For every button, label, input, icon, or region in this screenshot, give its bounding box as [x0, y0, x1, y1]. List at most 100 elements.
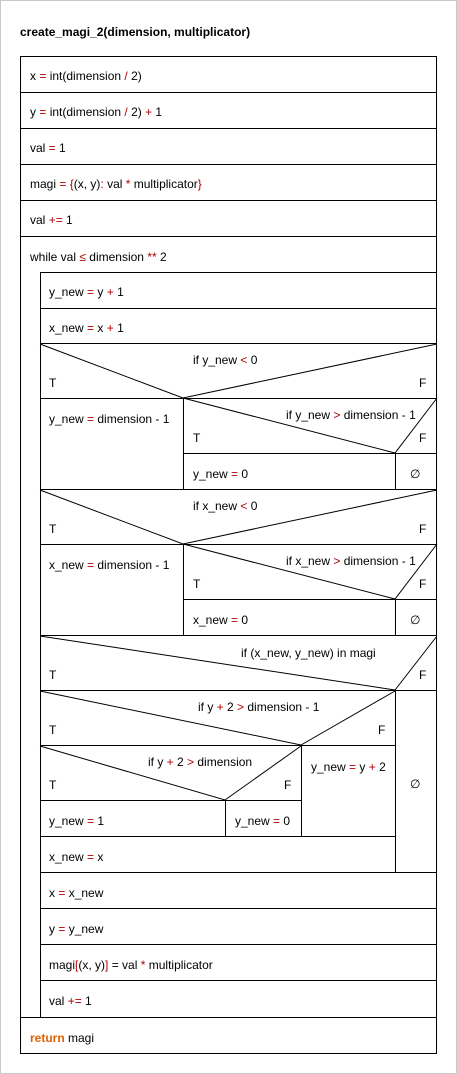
code-token: 1 [62, 213, 73, 227]
operator-token: * [125, 177, 131, 191]
code-token: int(dimension [49, 105, 125, 119]
true-label: T [193, 577, 201, 591]
operator-token: = [45, 141, 60, 155]
code-token: y [49, 922, 55, 936]
code-token: dimension [194, 755, 253, 769]
code-token: x [30, 69, 36, 83]
code-token: y [359, 760, 369, 774]
operator-token: + [106, 285, 114, 299]
operator-token: > [237, 700, 245, 714]
empty-branch-symbol: ∅ [410, 613, 421, 627]
operator-token: * [140, 958, 146, 972]
code-token: int(dimension [49, 69, 125, 83]
code-token: 2) [127, 69, 142, 83]
code-token: y_new [68, 922, 104, 936]
code-token: multiplicator [130, 177, 198, 191]
operator-token: : [100, 177, 104, 191]
code-token: val [30, 141, 46, 155]
true-label: T [49, 723, 57, 737]
code-token: 0 [283, 814, 291, 828]
true-label: T [49, 522, 57, 536]
code-token: 2 [375, 760, 386, 774]
code-token: 0 [241, 613, 249, 627]
code-token: dimension - 1 [340, 408, 416, 422]
operator-token: { [69, 177, 74, 191]
code-token: 0 [247, 353, 258, 367]
operator-token: } [197, 177, 202, 191]
function-title: create_magi_2(dimension, multiplicator) [20, 25, 251, 39]
true-label: T [49, 668, 57, 682]
stmt-y-new-dim: y_new = dimension - 1 [49, 412, 169, 426]
code-token: 1 [81, 994, 92, 1008]
code-token: if x_new [193, 499, 241, 513]
code-token: y [97, 285, 107, 299]
operator-token: = [83, 850, 98, 864]
code-token: (x, y) [78, 958, 106, 972]
code-token: x_new [49, 321, 84, 335]
stmt-y-new-calc: y_new = y + 1 [49, 285, 124, 299]
code-token: 2 [223, 700, 238, 714]
stmt-val-increment-2: val += 1 [49, 994, 92, 1008]
stmt-magi-assign: magi[(x, y)] = val * multiplicator [49, 958, 213, 972]
code-token: y_new [49, 814, 84, 828]
empty-branch-symbol: ∅ [410, 467, 421, 481]
code-token: (x, y) [73, 177, 101, 191]
operator-token: > [333, 554, 341, 568]
operator-token: > [187, 755, 195, 769]
operator-token: + [166, 755, 174, 769]
false-label: F [284, 778, 292, 792]
code-token: magi [64, 1031, 95, 1045]
operator-token: / [124, 105, 128, 119]
stmt-y-new-one: y_new = 1 [49, 814, 104, 828]
operator-token: += [67, 994, 82, 1008]
operator-token: ≤ [79, 250, 86, 264]
condition-y-plus-2-gt-dim-1: if y + 2 > dimension - 1 [198, 700, 319, 714]
condition-diagonal [182, 543, 438, 600]
code-token: y [30, 105, 36, 119]
code-token: dimension - 1 [244, 700, 320, 714]
code-token: 0 [247, 499, 258, 513]
operator-token: + [216, 700, 224, 714]
stmt-y-new-zero: y_new = 0 [193, 467, 248, 481]
operator-token: < [240, 499, 248, 513]
code-token: if x_new [286, 554, 334, 568]
condition-y-new-gt-dim: if y_new > dimension - 1 [286, 408, 416, 422]
code-token: y_new [311, 760, 346, 774]
code-token: dimension - 1 [97, 558, 170, 572]
operator-token: + [106, 321, 114, 335]
operator-token: [ [75, 958, 79, 972]
operator-token: = [56, 177, 70, 191]
stmt-y-init: y = int(dimension / 2) + 1 [30, 105, 162, 119]
stmt-y-new-y-plus-2: y_new = y + 2 [311, 760, 386, 774]
operator-token: = [227, 467, 242, 481]
condition-x-new-gt-dim: if x_new > dimension - 1 [286, 554, 416, 568]
stmt-x-init: x = int(dimension / 2) [30, 69, 142, 83]
operator-token: = [55, 886, 69, 900]
true-label: T [49, 376, 57, 390]
code-token: = val [108, 958, 141, 972]
condition-diagonal [39, 690, 396, 746]
code-token: 2 [173, 755, 188, 769]
code-token: 1 [113, 321, 124, 335]
code-token: 2 [156, 250, 167, 264]
condition-x-new-lt-zero: if x_new < 0 [193, 499, 257, 513]
stmt-magi-init: magi = {(x, y): val * multiplicator} [30, 177, 202, 191]
stmt-x-new-x: x_new = x [49, 850, 103, 864]
stmt-x-new-dim: x_new = dimension - 1 [49, 558, 169, 572]
code-token: multiplicator [145, 958, 213, 972]
true-label: T [193, 431, 201, 445]
operator-token: + [145, 105, 153, 119]
operator-token: = [227, 613, 242, 627]
code-token: if y_new [286, 408, 334, 422]
condition-y-new-lt-zero: if y_new < 0 [193, 353, 257, 367]
operator-token: = [83, 285, 98, 299]
operator-token: = [83, 558, 98, 572]
operator-token: / [124, 69, 128, 83]
false-label: F [419, 522, 427, 536]
code-token: 0 [241, 467, 249, 481]
function-body-box [20, 56, 437, 1054]
operator-token: = [345, 760, 360, 774]
condition-diagonal [39, 635, 438, 691]
code-token: magi [30, 177, 57, 191]
false-label: F [419, 376, 427, 390]
